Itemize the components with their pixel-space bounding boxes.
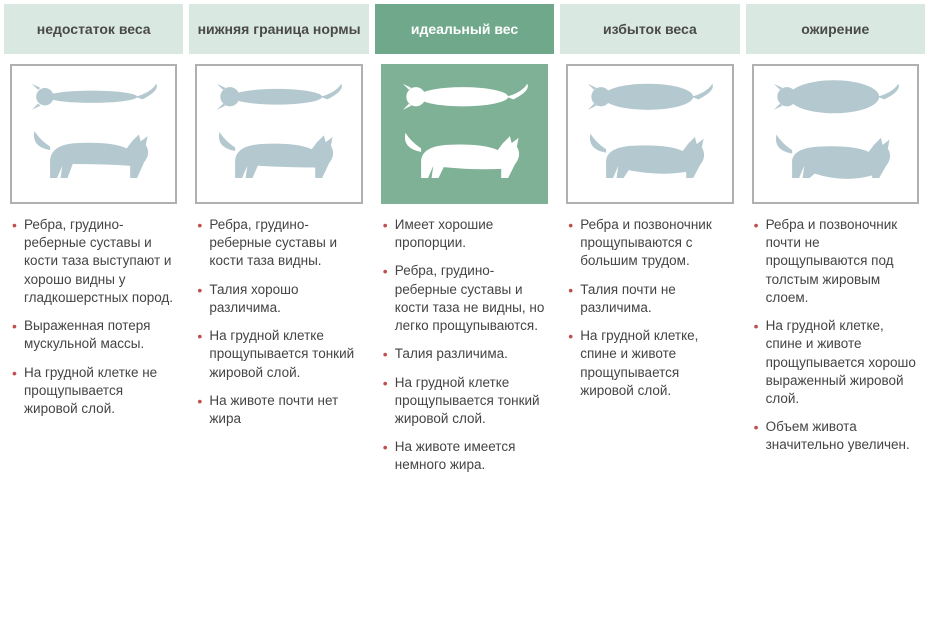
description-item: На грудной клетке прощупывается тонкий ж… [197, 327, 360, 382]
cat-silhouette-box [10, 64, 177, 204]
description-item: Ребра, грудино-реберные суставы и кости … [197, 216, 360, 271]
description-item: Талия различима. [383, 345, 546, 363]
weight-chart-grid: недостаток веса Ребра, грудино-реберные … [0, 0, 929, 497]
column-header: нижняя граница нормы [189, 4, 368, 54]
description-item: Объем живота значительно увеличен. [754, 418, 917, 454]
cat-silhouette-box [752, 64, 919, 204]
cat-side-icon [395, 124, 534, 194]
description-list: Ребра и позвоночник прощупываются с боль… [560, 216, 739, 418]
description-item: На грудной клетке прощупывается тонкий ж… [383, 374, 546, 429]
cat-side-icon [24, 124, 163, 194]
column-header: избыток веса [560, 4, 739, 54]
cat-top-icon [24, 75, 163, 119]
description-list: Имеет хорошие пропорции. Ребра, грудино-р… [375, 216, 554, 493]
column-header: идеальный вес [375, 4, 554, 54]
description-item: Имеет хорошие пропорции. [383, 216, 546, 252]
description-item: На грудной клетке, спине и животе прощуп… [568, 327, 731, 400]
description-item: Талия хорошо различима. [197, 281, 360, 317]
column-header: ожирение [746, 4, 925, 54]
cat-silhouette-box [195, 64, 362, 204]
description-item: На грудной клетке, спине и животе прощуп… [754, 317, 917, 408]
description-item: Талия почти не различима. [568, 281, 731, 317]
description-item: Ребра и позвоночник прощупываются с боль… [568, 216, 731, 271]
description-list: Ребра, грудино-реберные суставы и кости … [189, 216, 368, 446]
cat-side-icon [580, 124, 719, 194]
weight-column: избыток веса Ребра и позвоночник прощупы… [560, 4, 739, 493]
weight-column: недостаток веса Ребра, грудино-реберные … [4, 4, 183, 493]
cat-top-icon [209, 75, 348, 119]
description-item: Ребра, грудино-реберные суставы и кости … [12, 216, 175, 307]
cat-side-icon [209, 124, 348, 194]
column-header: недостаток веса [4, 4, 183, 54]
description-item: На животе почти нет жира [197, 392, 360, 428]
cat-silhouette-box [566, 64, 733, 204]
description-item: Ребра и позвоночник почти не прощупывают… [754, 216, 917, 307]
cat-silhouette-box [381, 64, 548, 204]
description-item: На животе имеется немного жира. [383, 438, 546, 474]
weight-column: ожирение Ребра и позвоночник почти не пр… [746, 4, 925, 493]
cat-top-icon [580, 75, 719, 119]
description-item: Ребра, грудино-реберные суставы и кости … [383, 262, 546, 335]
description-list: Ребра, грудино-реберные суставы и кости … [4, 216, 183, 436]
weight-column: нижняя граница нормы Ребра, грудино-ребе… [189, 4, 368, 493]
cat-top-icon [395, 75, 534, 119]
cat-side-icon [766, 124, 905, 194]
description-item: Выраженная потеря мускульной массы. [12, 317, 175, 353]
weight-column: идеальный вес Имеет хорошие пропорции. Ре… [375, 4, 554, 493]
description-item: На грудной клетке не прощупывается жиров… [12, 364, 175, 419]
cat-top-icon [766, 75, 905, 119]
description-list: Ребра и позвоночник почти не прощупывают… [746, 216, 925, 473]
